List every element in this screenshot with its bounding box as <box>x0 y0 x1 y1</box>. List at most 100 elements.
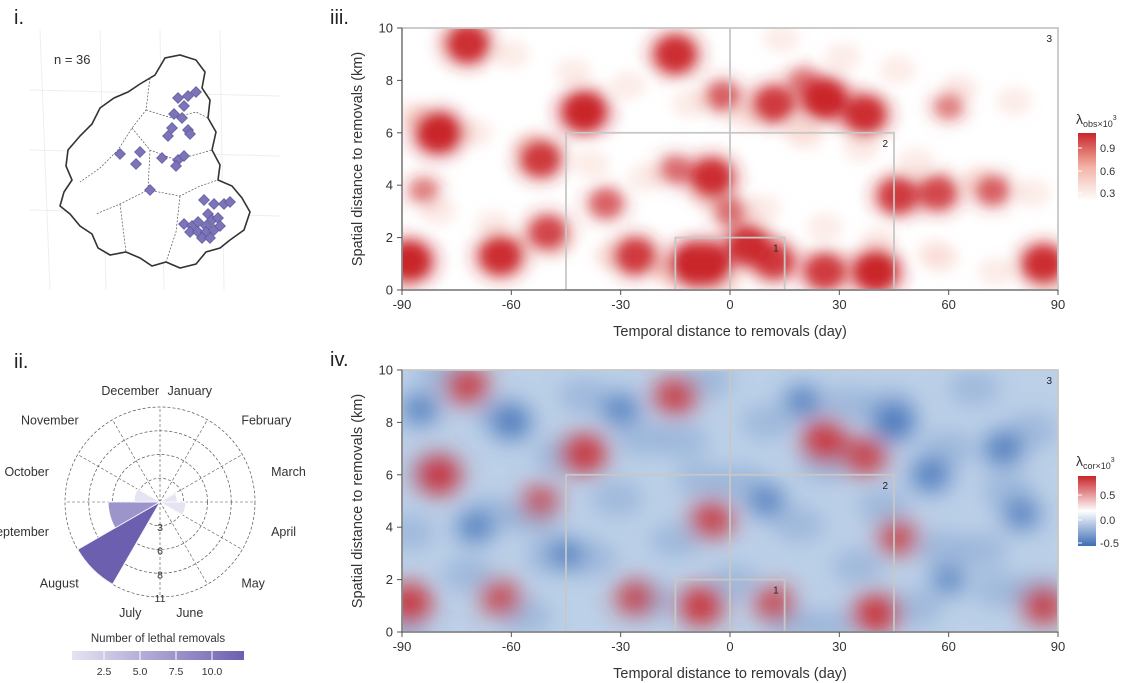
y-tick-label: 2 <box>386 572 393 587</box>
heatmap-texture-blob <box>824 386 877 423</box>
colorbar-tick-label: 0.9 <box>1100 143 1115 155</box>
colorbar-iii-bar <box>1078 133 1096 201</box>
heatmap-hotspot <box>562 91 607 132</box>
colorbar-tick-label: 0.0 <box>1100 515 1115 527</box>
window-label: 1 <box>773 244 779 255</box>
x-tick-label: -30 <box>611 297 630 312</box>
rose-spoke <box>159 419 208 503</box>
heatmap-hotspot <box>654 35 697 74</box>
heatmap-hotspot <box>416 112 461 153</box>
heatmap-hotspot <box>680 587 721 624</box>
rose-spoke <box>159 501 208 585</box>
heatmap-hotspot <box>656 379 695 414</box>
rose-month-label: June <box>176 606 203 620</box>
rose-legend-tick-label: 7.5 <box>169 666 184 678</box>
map-point <box>184 128 196 140</box>
colorbar-iii-title: λobs×103 <box>1076 111 1117 129</box>
heatmap-texture-blob <box>674 462 727 499</box>
heatmap-hotspot <box>855 595 896 632</box>
window-label: 2 <box>882 139 888 150</box>
colorbar-iii-ticks: 0.9 0.6 0.3 <box>1078 143 1115 200</box>
window-label: 1 <box>773 586 779 597</box>
heatmap-texture-blob <box>973 572 1026 609</box>
map-point <box>166 122 178 134</box>
heatmap-hotspot <box>1004 499 1039 530</box>
rose-spoke <box>112 419 161 503</box>
heatmap-hotspot <box>402 241 432 282</box>
heatmap-texture-blob <box>806 213 843 242</box>
rose-month-label: July <box>119 606 142 620</box>
heatmap-texture-blob <box>763 28 800 53</box>
rose-month-label: November <box>21 414 79 428</box>
heatmap-hotspot <box>617 581 654 614</box>
heatmap-hotspot <box>975 175 1010 206</box>
heatmap-hotspot <box>457 512 492 543</box>
rose-legend-tick-label: 2.5 <box>97 666 112 678</box>
rose-ring <box>64 406 256 598</box>
heatmap-texture-blob <box>591 480 644 517</box>
rose-month-label: August <box>40 576 79 590</box>
heatmap-hotspot <box>692 502 731 537</box>
rose-radial-tick: 8 <box>157 569 163 581</box>
map-point <box>172 92 184 104</box>
x-tick-label: 60 <box>941 639 955 654</box>
y-tick-label: 0 <box>386 625 393 640</box>
rose-month-label: October <box>4 465 48 479</box>
heatmap-iv-field <box>402 370 1058 632</box>
y-tick-label: 10 <box>379 21 393 36</box>
rose-month-label: December <box>101 384 159 398</box>
heatmap-hotspot <box>408 177 439 204</box>
heatmap-hotspot <box>402 585 430 622</box>
heatmap-hotspot <box>493 406 530 439</box>
colorbar-tick-label: 0.5 <box>1100 490 1115 502</box>
heatmap-iii-colorbar: λobs×103 0.9 0.6 0.3 <box>1076 111 1117 201</box>
heatmap-hotspot <box>615 237 656 274</box>
rose-month-label: February <box>241 414 292 428</box>
x-tick-label: 30 <box>832 297 846 312</box>
y-tick-label: 8 <box>386 73 393 88</box>
x-tick-label: 0 <box>726 639 733 654</box>
heatmap-texture-blob <box>978 257 1015 286</box>
heatmap-hotspot <box>985 432 1022 465</box>
rose-legend-tick-label: 10.0 <box>202 666 223 678</box>
x-tick-label: -60 <box>502 639 521 654</box>
region-outline <box>59 54 251 269</box>
heatmap-iv-xlabel: Temporal distance to removals (day) <box>613 666 847 682</box>
heatmap-texture-blob <box>573 150 610 179</box>
rose-bar <box>77 500 162 585</box>
panel-ii-label: ii. <box>14 351 28 373</box>
panel-iv-label: iv. <box>330 349 349 371</box>
heatmap-hotspot <box>804 253 845 290</box>
district-borders <box>79 77 219 263</box>
heatmap-texture-blob <box>831 548 884 585</box>
panel-i-label: i. <box>14 7 24 29</box>
heatmap-iii-axes: -90 -60 -30 0 30 60 90 0 2 4 6 8 10 <box>379 21 1066 313</box>
heatmap-texture-blob <box>555 58 592 87</box>
map-point <box>144 184 156 196</box>
rose-legend-title: Number of lethal removals <box>91 633 225 645</box>
heatmap-hotspot <box>589 188 624 219</box>
heatmap-hotspot <box>523 486 558 516</box>
window-label: 3 <box>1046 376 1052 387</box>
heatmap-hotspot <box>446 28 489 63</box>
x-tick-label: 0 <box>726 297 733 312</box>
map-point <box>208 198 220 210</box>
heatmap-hotspot <box>755 587 792 620</box>
rose-bar <box>133 488 162 503</box>
map-point <box>178 218 190 230</box>
heatmap-hotspot <box>879 521 916 554</box>
rose-bar <box>158 501 187 516</box>
x-tick-label: -60 <box>502 297 521 312</box>
colorbar-tick-label: 0.6 <box>1100 166 1115 178</box>
heatmap-hotspot <box>932 565 965 594</box>
heatmap-hotspot <box>603 394 638 425</box>
heatmap-hotspot <box>705 81 740 112</box>
heatmap-iii-field <box>402 28 1058 290</box>
map-point <box>130 158 142 170</box>
map-point <box>190 86 202 98</box>
map-point <box>184 226 196 238</box>
heatmap-hotspot <box>418 456 459 493</box>
heatmap-texture-blob <box>996 87 1033 116</box>
panel-iii-label: iii. <box>330 7 349 29</box>
map-point <box>198 194 210 206</box>
